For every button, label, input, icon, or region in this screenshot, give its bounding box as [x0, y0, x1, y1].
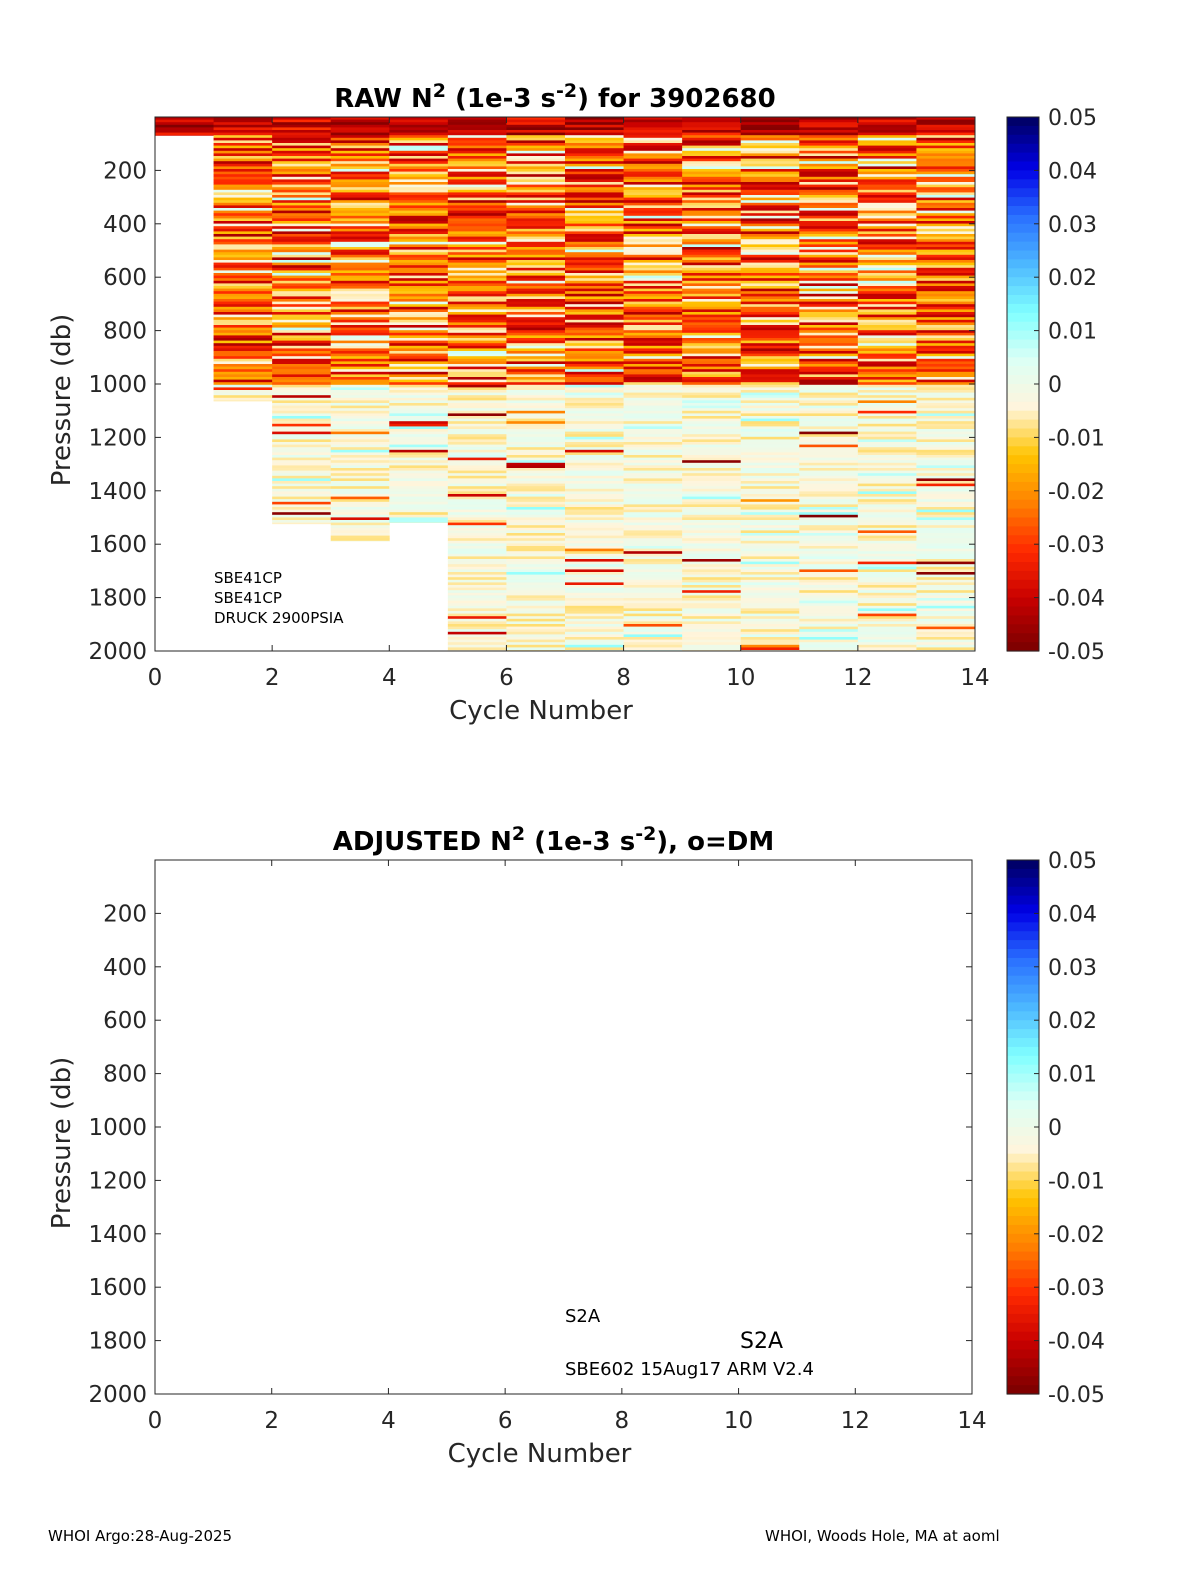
y-tick-label: 800	[103, 1062, 147, 1088]
colorbar-tick-label: -0.04	[1048, 587, 1105, 612]
heatmap-cells	[155, 117, 976, 651]
y-tick-label: 600	[103, 1008, 147, 1034]
profile-column-cycle-7	[565, 117, 624, 651]
x-tick-label: 14	[957, 1408, 986, 1434]
y-tick-label: 1800	[88, 1329, 147, 1355]
annotation-text: SBE41CP	[214, 569, 282, 587]
y-tick-label: 1600	[88, 532, 147, 558]
footer-left-text: WHOI Argo:28-Aug-2025	[48, 1527, 233, 1545]
y-tick-label: 2000	[88, 639, 147, 665]
colorbar-tick-label: 0.01	[1048, 320, 1097, 345]
y-tick-label: 1200	[88, 425, 147, 451]
colorbar-tick-label: 0.05	[1048, 849, 1097, 874]
y-tick-label: 200	[103, 158, 147, 184]
annotation-text: DRUCK 2900PSIA	[214, 609, 344, 627]
colorbar-tick-label: -0.04	[1048, 1330, 1105, 1355]
colorbar-tick-label: -0.03	[1048, 533, 1105, 558]
profile-column-cycle-13	[916, 117, 976, 651]
annotation-text: S2A	[565, 1306, 601, 1327]
adjusted-n2-panel: 0 2 4 6 8 10 12 14 200 400 600 800 1000 1200 1400 1600 1…	[47, 823, 1105, 1469]
y-tick-label: 1600	[88, 1275, 147, 1301]
y-tick-label: 1400	[88, 1222, 147, 1248]
y-tick-label: 1000	[88, 1115, 147, 1141]
profile-column-cycle-8	[623, 117, 683, 651]
x-tick-label: 6	[499, 665, 514, 691]
x-axis-label: Cycle Number	[449, 696, 633, 726]
x-tick-label: 14	[960, 665, 989, 691]
chart-title: RAW N2 (1e-3 s-2) for 3902680	[334, 80, 776, 114]
colorbar-tick-label: 0.05	[1048, 106, 1097, 131]
profile-column-cycle-1	[213, 117, 273, 402]
colorbar: 0.05 0.04 0.03 0.02 0.01 0 -0.01 -0.02 -0.03 -0.0…	[1006, 849, 1105, 1408]
colorbar-tick-label: -0.03	[1048, 1276, 1105, 1301]
colorbar-tick-label: -0.02	[1048, 480, 1105, 505]
annotation-text: S2A	[740, 1329, 783, 1354]
y-tick-label: 400	[103, 955, 147, 981]
colorbar-tick-label: -0.02	[1048, 1223, 1105, 1248]
colorbar-tick-label: -0.05	[1048, 640, 1105, 665]
profile-column-cycle-2	[272, 117, 332, 525]
profile-column-cycle-12	[857, 117, 917, 651]
colorbar-tick-label: 0	[1048, 373, 1062, 398]
profile-column-cycle-11	[799, 117, 859, 651]
colorbar-tick-label: 0.02	[1048, 1009, 1097, 1034]
y-tick-label: 600	[103, 265, 147, 291]
colorbar-tick-label: 0.02	[1048, 266, 1097, 291]
chart-title: ADJUSTED N2 (1e-3 s-2), o=DM	[333, 823, 774, 857]
colorbar-tick-label: 0	[1048, 1116, 1062, 1141]
x-tick-label: 8	[616, 665, 631, 691]
colorbar-tick-label: 0.04	[1048, 159, 1097, 184]
profile-column-cycle-3	[330, 117, 390, 542]
x-tick-label: 10	[726, 665, 755, 691]
x-tick-label: 2	[265, 665, 280, 691]
profile-column-cycle-4	[389, 117, 449, 523]
x-tick-label: 0	[148, 665, 163, 691]
footer-right-text: WHOI, Woods Hole, MA at aoml	[765, 1527, 1000, 1545]
colorbar-tick-label: 0.04	[1048, 902, 1097, 927]
colorbar-tick-label: 0.03	[1048, 956, 1097, 981]
annotation-text: SBE41CP	[214, 589, 282, 607]
y-tick-label: 1200	[88, 1168, 147, 1194]
profile-column-cycle-6	[506, 117, 566, 651]
x-tick-label: 12	[843, 665, 872, 691]
y-tick-label: 1400	[88, 479, 147, 505]
x-axis-label: Cycle Number	[448, 1439, 632, 1469]
colorbar-tick-label: -0.01	[1048, 1169, 1105, 1194]
colorbar-tick-label: 0.03	[1048, 213, 1097, 238]
x-tick-label: 6	[498, 1408, 513, 1434]
x-tick-label: 2	[264, 1408, 279, 1434]
x-tick-label: 4	[382, 665, 397, 691]
colorbar-tick-label: -0.01	[1048, 426, 1105, 451]
profile-column-cycle-0	[155, 117, 214, 136]
x-tick-label: 0	[148, 1408, 163, 1434]
raw-n2-panel: 0 2 4 6 8 10 12 14 200 400 600 800 1000 1200 1400 1600 1…	[47, 80, 1105, 726]
profile-column-cycle-10	[740, 117, 800, 651]
profile-column-cycle-9	[682, 117, 742, 651]
x-tick-label: 10	[724, 1408, 753, 1434]
x-tick-label: 12	[841, 1408, 870, 1434]
y-axis-label: Pressure (db)	[47, 1057, 77, 1230]
y-tick-label: 800	[103, 319, 147, 345]
y-axis-label: Pressure (db)	[47, 314, 77, 487]
plot-frame	[154, 859, 973, 1395]
profile-column-cycle-5	[447, 117, 507, 651]
colorbar-tick-label: -0.05	[1048, 1383, 1105, 1408]
y-tick-label: 200	[103, 901, 147, 927]
y-tick-label: 2000	[88, 1382, 147, 1408]
x-tick-label: 8	[615, 1408, 630, 1434]
y-tick-label: 1800	[88, 586, 147, 612]
annotation-text: SBE602 15Aug17 ARM V2.4	[565, 1359, 814, 1380]
x-tick-label: 4	[381, 1408, 396, 1434]
colorbar-tick-label: 0.01	[1048, 1063, 1097, 1088]
colorbar: 0.05 0.04 0.03 0.02 0.01 0 -0.01 -0.02 -0.03 -0.0…	[1006, 106, 1105, 665]
y-tick-label: 1000	[88, 372, 147, 398]
y-tick-label: 400	[103, 212, 147, 238]
